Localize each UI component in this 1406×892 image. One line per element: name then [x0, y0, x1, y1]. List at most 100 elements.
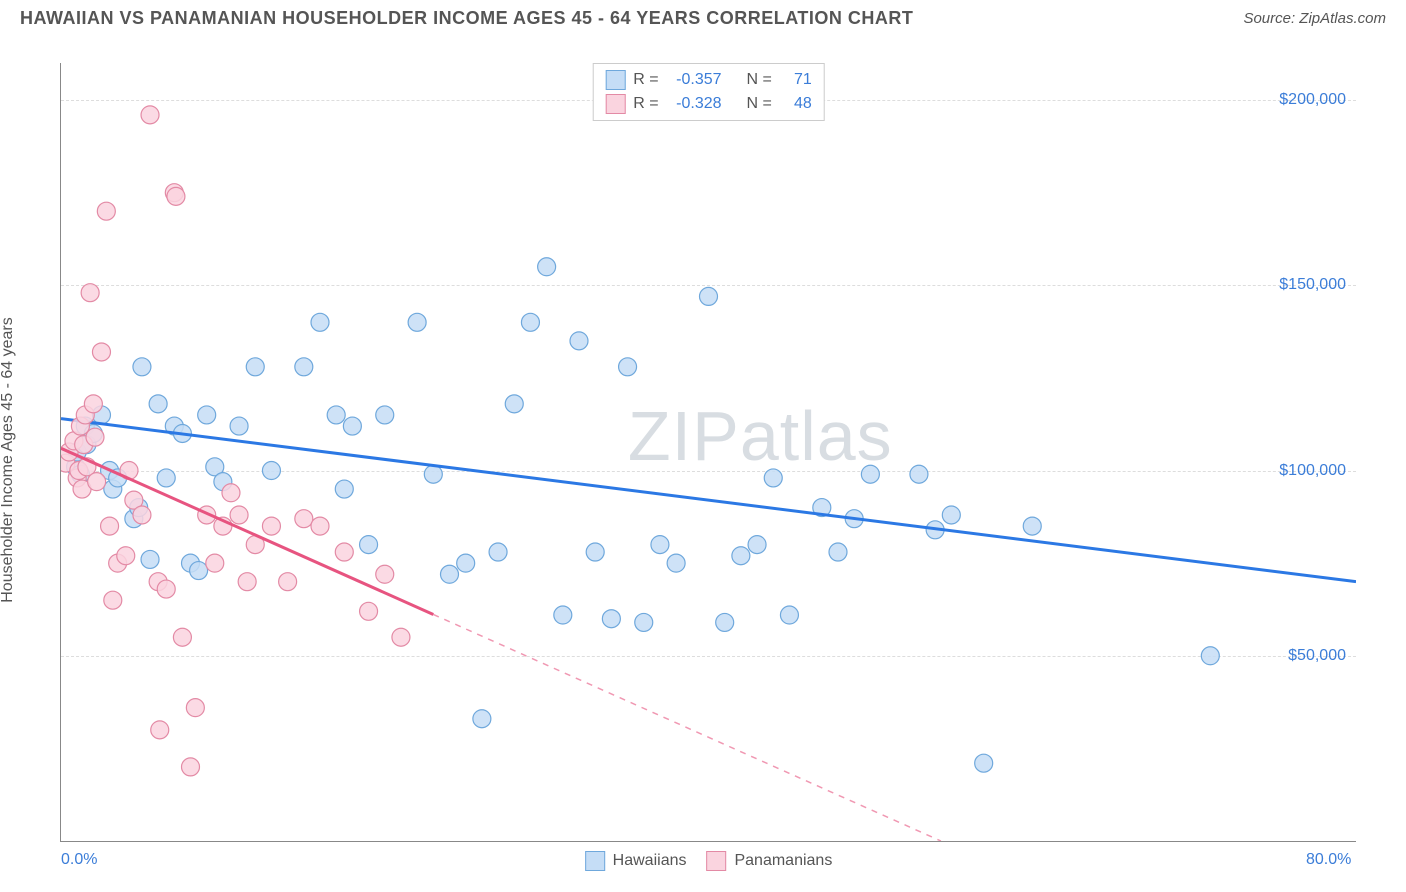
data-point	[141, 106, 159, 124]
data-point	[198, 406, 216, 424]
data-point	[732, 547, 750, 565]
data-point	[716, 613, 734, 631]
source-label: Source: ZipAtlas.com	[1243, 10, 1386, 27]
data-point	[262, 517, 280, 535]
data-point	[133, 358, 151, 376]
data-point	[335, 480, 353, 498]
data-point	[780, 606, 798, 624]
x-tick-label: 0.0%	[61, 851, 97, 869]
legend-item: Hawaiians	[585, 851, 687, 871]
data-point	[521, 313, 539, 331]
legend-swatch	[706, 851, 726, 871]
data-point	[602, 610, 620, 628]
data-point	[392, 628, 410, 646]
data-point	[86, 428, 104, 446]
data-point	[570, 332, 588, 350]
data-point	[182, 758, 200, 776]
legend-swatch	[605, 70, 625, 90]
data-point	[975, 754, 993, 772]
data-point	[748, 536, 766, 554]
data-point	[157, 469, 175, 487]
data-point	[246, 358, 264, 376]
data-point	[92, 343, 110, 361]
data-point	[1023, 517, 1041, 535]
legend-label: Panamanians	[734, 852, 832, 870]
data-point	[700, 287, 718, 305]
data-point	[424, 465, 442, 483]
legend-swatch	[585, 851, 605, 871]
data-point	[97, 202, 115, 220]
data-point	[473, 710, 491, 728]
data-point	[190, 562, 208, 580]
data-point	[151, 721, 169, 739]
data-point	[311, 313, 329, 331]
data-point	[505, 395, 523, 413]
stats-row: R = -0.328 N = 48	[605, 92, 812, 116]
data-point	[133, 506, 151, 524]
data-point	[279, 573, 297, 591]
data-point	[295, 510, 313, 528]
data-point	[262, 462, 280, 480]
data-point	[335, 543, 353, 561]
data-point	[764, 469, 782, 487]
data-point	[1201, 647, 1219, 665]
data-point	[619, 358, 637, 376]
data-point	[206, 554, 224, 572]
data-point	[554, 606, 572, 624]
data-point	[586, 543, 604, 561]
data-point	[343, 417, 361, 435]
data-point	[149, 395, 167, 413]
data-point	[157, 580, 175, 598]
plot-svg	[61, 63, 1356, 841]
plot-area: ZIPatlas R =-0.357 N =71R =-0.328 N =48 …	[60, 63, 1356, 842]
data-point	[651, 536, 669, 554]
legend-swatch	[605, 94, 625, 114]
stats-box: R = -0.357 N = 71 R = -0.328 N = 48	[592, 63, 825, 121]
stat-r-value: -0.328	[667, 92, 722, 116]
stat-n-value: 71	[780, 68, 812, 92]
data-point	[295, 358, 313, 376]
data-point	[222, 484, 240, 502]
stats-row: R = -0.357 N = 71	[605, 68, 812, 92]
data-point	[861, 465, 879, 483]
stat-n-label: N =	[746, 92, 771, 116]
data-point	[173, 628, 191, 646]
data-point	[360, 536, 378, 554]
data-point	[238, 573, 256, 591]
data-point	[538, 258, 556, 276]
data-point	[230, 417, 248, 435]
data-point	[360, 602, 378, 620]
trend-line-dashed	[433, 614, 941, 841]
data-point	[101, 517, 119, 535]
chart-container: Householder Income Ages 45 - 64 years ZI…	[20, 38, 1386, 882]
data-point	[489, 543, 507, 561]
legend-item: Panamanians	[706, 851, 832, 871]
trend-line-solid	[61, 419, 1356, 582]
data-point	[376, 565, 394, 583]
data-point	[408, 313, 426, 331]
stat-n-label: N =	[746, 68, 771, 92]
stat-r-label: R =	[633, 92, 658, 116]
stat-r-value: -0.357	[667, 68, 722, 92]
legend-label: Hawaiians	[613, 852, 687, 870]
data-point	[441, 565, 459, 583]
stat-r-label: R =	[633, 68, 658, 92]
chart-title: HAWAIIAN VS PANAMANIAN HOUSEHOLDER INCOM…	[20, 8, 913, 29]
data-point	[667, 554, 685, 572]
data-point	[942, 506, 960, 524]
data-point	[141, 550, 159, 568]
data-point	[167, 187, 185, 205]
data-point	[910, 465, 928, 483]
data-point	[230, 506, 248, 524]
data-point	[376, 406, 394, 424]
y-axis-title: Householder Income Ages 45 - 64 years	[0, 317, 17, 603]
data-point	[457, 554, 475, 572]
data-point	[117, 547, 135, 565]
stat-n-value: 48	[780, 92, 812, 116]
data-point	[81, 284, 99, 302]
bottom-legend: Hawaiians Panamanians	[585, 851, 833, 871]
data-point	[311, 517, 329, 535]
data-point	[186, 699, 204, 717]
data-point	[84, 395, 102, 413]
data-point	[829, 543, 847, 561]
